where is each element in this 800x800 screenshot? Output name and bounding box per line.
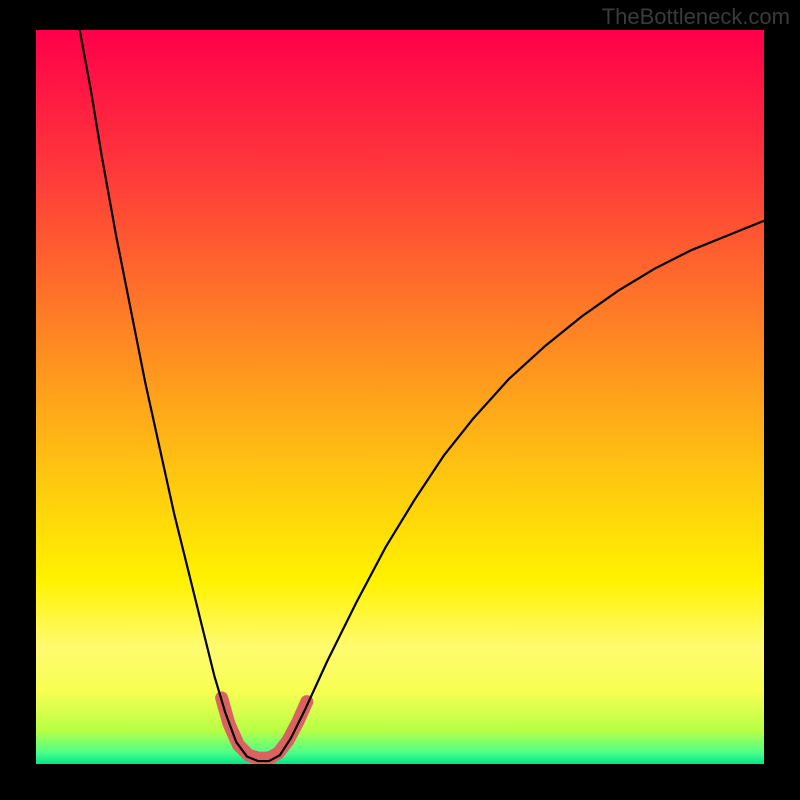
gradient-background (36, 30, 764, 764)
chart-frame: TheBottleneck.com (0, 0, 800, 800)
plot-svg (36, 30, 764, 764)
bottleneck-plot (36, 30, 764, 764)
watermark-text: TheBottleneck.com (602, 4, 790, 30)
